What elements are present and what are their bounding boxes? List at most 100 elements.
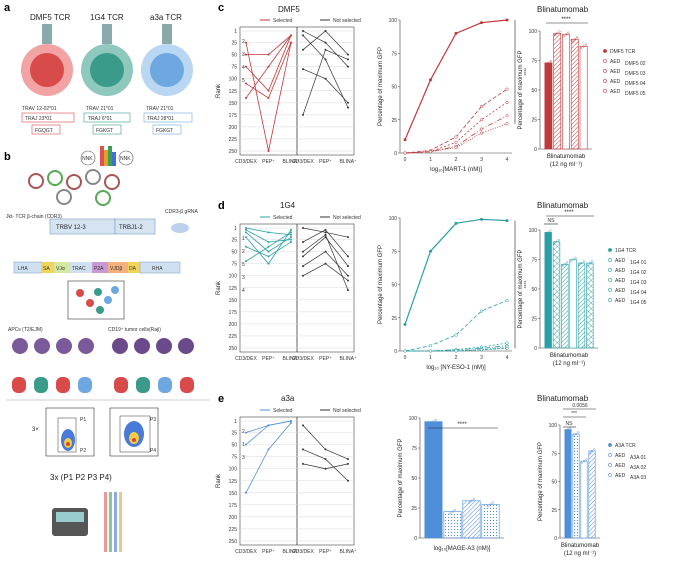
- gfp-tick-label: 100: [529, 228, 538, 234]
- dose-point: [403, 138, 407, 142]
- construct-label: SA: [43, 266, 50, 272]
- legend-marker: [608, 258, 612, 262]
- bar-replicate-point: [580, 47, 583, 50]
- dose-x-tick-label: 4: [506, 157, 509, 163]
- not-selected-rank-point: [324, 30, 327, 32]
- panel-label-c: c: [218, 2, 224, 14]
- bar-replicate-point: [564, 430, 567, 433]
- not-selected-rank-point: [302, 113, 304, 116]
- rank-series-label: 2: [242, 249, 245, 255]
- cell-nucleus: [90, 53, 124, 87]
- rank-axis-label: Rank: [216, 280, 222, 295]
- gfp-tick-label: 0: [534, 147, 537, 153]
- cdr-box: [152, 124, 182, 135]
- gfp-tick-label: 0: [394, 349, 397, 355]
- significance-stars: ****: [564, 210, 574, 216]
- bar: [552, 241, 561, 349]
- gfp-tick-label: 25: [411, 506, 417, 512]
- dose-point: [505, 346, 509, 350]
- tcr-cell-a3a: a3a TCR TRAV 21*01 TRAJ 28*01 FGKGT: [141, 13, 193, 135]
- gfp-tick-label: 100: [389, 216, 398, 222]
- x-axis-label: log₁₀[MAGE-A3 (nM)]: [434, 546, 491, 552]
- nnk-right-icon: [118, 150, 134, 166]
- significance-stars: ****: [520, 68, 526, 76]
- legend-label: AED: [615, 288, 626, 294]
- selected-rank-point: [267, 65, 270, 68]
- bar-replicate-point: [564, 33, 568, 36]
- gfp-tick-label: 75: [531, 59, 537, 65]
- selected-rank-point: [267, 250, 270, 253]
- rank-x-label: CD3/DEX: [235, 159, 257, 165]
- legend-label: DMF5 TCR: [610, 49, 636, 55]
- bar-replicate-point: [472, 497, 475, 501]
- apc-label: APCs (T2/EJM): [8, 327, 43, 333]
- rank-tick-label: 200: [229, 125, 238, 131]
- rank-tick-label: 125: [229, 286, 238, 292]
- legend-not-selected-label: Not selected: [333, 408, 361, 414]
- not-selected-rank-line: [302, 35, 349, 108]
- sequencing-reads-icon: [104, 492, 122, 552]
- not-selected-rank-line: [302, 425, 349, 460]
- cell-title: a3a TCR: [150, 13, 182, 22]
- traj-box: [143, 112, 193, 123]
- grna-label: CDR3-β gRNA: [165, 209, 199, 215]
- not-selected-rank-point: [302, 227, 304, 229]
- not-selected-rank-point: [302, 68, 304, 71]
- trbv-label: TRBV 12-3: [56, 225, 86, 231]
- selected-rank-point: [245, 96, 247, 99]
- bar-replicate-point: [572, 434, 575, 437]
- legend-subscript: 1G4 04: [630, 290, 647, 296]
- rank-series-label: 3: [242, 275, 245, 281]
- dose-series-line: [404, 218, 508, 325]
- bar-replicate-point: [580, 461, 583, 464]
- significance-stars: ****: [457, 422, 467, 428]
- rank-series-label: 2: [242, 429, 245, 435]
- dose-point: [505, 18, 509, 22]
- legend-marker: [608, 453, 612, 457]
- rank-chart-a3a: Selected Not selected12550751001251501752…: [216, 408, 361, 555]
- construct-segment-trac: [70, 262, 92, 273]
- bar-replicate-point: [468, 501, 471, 504]
- rank-tick-label: 50: [231, 53, 237, 59]
- selected-rank-point: [267, 245, 270, 248]
- gfp-tick-label: 0: [414, 536, 417, 542]
- dose-x-axis-label: log₁₀[MART-1 (nM)]: [430, 167, 482, 173]
- cell-nucleus: [30, 53, 64, 87]
- bar-replicate-point: [451, 510, 454, 513]
- dose-point: [505, 122, 509, 126]
- dose-point: [428, 78, 433, 82]
- not-selected-rank-point: [302, 448, 304, 451]
- legend-subscript: 1G4 02: [630, 270, 647, 276]
- rank-x-label: BLINA⁺: [282, 159, 299, 165]
- bar: [564, 429, 572, 539]
- rank-x-label: CD3/DEX: [235, 356, 257, 362]
- bar-replicate-point: [557, 238, 560, 242]
- not-selected-rank-point: [302, 274, 304, 277]
- not-selected-rank-point: [324, 233, 327, 236]
- rank-tick-label: 250: [229, 346, 238, 352]
- bar-replicate-point: [561, 264, 564, 268]
- bar-replicate-point: [553, 242, 556, 245]
- bar-replicate-point: [585, 458, 588, 461]
- gfp-tick-label: 50: [411, 476, 417, 482]
- bar-replicate-point: [566, 428, 570, 431]
- dose-point: [403, 349, 407, 353]
- rank-tick-label: 75: [231, 65, 237, 71]
- dose-point: [479, 217, 484, 221]
- rank-tick-label: 175: [229, 113, 238, 119]
- rank-x-label: CD3/DEX: [292, 159, 314, 165]
- dose-point: [428, 349, 433, 353]
- cdr-box: [92, 124, 122, 135]
- legend-marker: [608, 298, 612, 302]
- legend-subscript: A3A 03: [630, 475, 646, 481]
- repeat-label: 3×: [32, 427, 39, 433]
- blina-title-e: Blinatumomab: [537, 394, 589, 403]
- not-selected-rank-point: [324, 77, 327, 80]
- construct-label: VJα: [56, 266, 65, 272]
- gfp-tick-label: 100: [409, 416, 418, 422]
- bar: [577, 262, 586, 349]
- dose-point: [479, 104, 484, 108]
- selected-rank-point: [290, 420, 292, 422]
- dose-point: [454, 221, 458, 225]
